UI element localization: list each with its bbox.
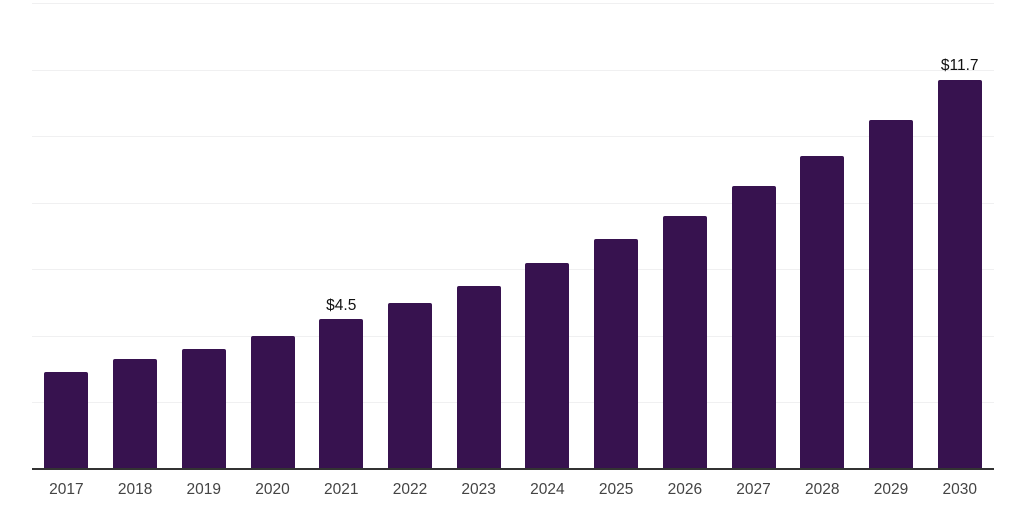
- x-tick-label: 2025: [598, 481, 634, 498]
- x-tick-label: 2030: [942, 481, 977, 498]
- bar: [594, 239, 639, 469]
- bar: [387, 302, 432, 469]
- bar: [113, 359, 158, 469]
- bar-slot: [582, 3, 651, 469]
- x-tick-label: 2021: [323, 481, 359, 498]
- bar: [937, 79, 982, 469]
- x-tick-label: 2023: [461, 481, 496, 498]
- bar: [456, 285, 501, 469]
- bar: [44, 372, 89, 469]
- bar: [731, 186, 776, 469]
- x-tick-label: 2022: [392, 481, 428, 498]
- gridline: [32, 335, 994, 337]
- bar: [868, 119, 913, 469]
- x-tick-label: 2017: [49, 481, 84, 498]
- gridline: [32, 3, 994, 4]
- x-axis-line: [32, 468, 994, 470]
- bar-slot: [101, 3, 170, 469]
- bar-slot: $11.7: [925, 3, 994, 469]
- bar-slot: $4.5: [307, 3, 376, 469]
- bar: [525, 262, 570, 469]
- bars-container: $4.5 $11.7: [32, 3, 994, 469]
- bar-slot: [444, 3, 513, 469]
- gridline: [32, 202, 994, 204]
- x-tick-label: 2027: [736, 481, 771, 498]
- gridline: [32, 69, 994, 71]
- bar-slot: [513, 3, 582, 469]
- bar: [662, 216, 707, 469]
- gridline: [32, 402, 994, 404]
- plot-area: $4.5 $11.7: [32, 3, 994, 470]
- bar-value-label: $4.5: [326, 296, 357, 314]
- bar-slot: [376, 3, 445, 469]
- bar-slot: [650, 3, 719, 469]
- x-tick-label: 2024: [530, 481, 565, 498]
- bar-slot: [238, 3, 307, 469]
- bar: [250, 335, 295, 469]
- x-tick-label: 2029: [873, 481, 909, 498]
- x-axis-labels: 2017 2018 2019 2020 2021 2022 2023 2024 2025 2026…: [32, 469, 994, 498]
- x-tick-label: 2018: [117, 481, 153, 498]
- bar-slot: [169, 3, 238, 469]
- gridline: [32, 269, 994, 271]
- bar-slot: [788, 3, 857, 469]
- bar: [319, 319, 364, 469]
- bar: [800, 156, 845, 469]
- x-tick-label: 2020: [255, 481, 290, 498]
- bar-slot: [857, 3, 926, 469]
- x-tick-label: 2026: [667, 481, 703, 498]
- gridline: [32, 136, 994, 138]
- bar: [181, 349, 226, 469]
- x-tick-label: 2028: [805, 481, 840, 498]
- bar-slot: [719, 3, 788, 469]
- bar-slot: [32, 3, 101, 469]
- bar-value-label: $11.7: [940, 57, 979, 75]
- x-tick-label: 2019: [186, 481, 222, 498]
